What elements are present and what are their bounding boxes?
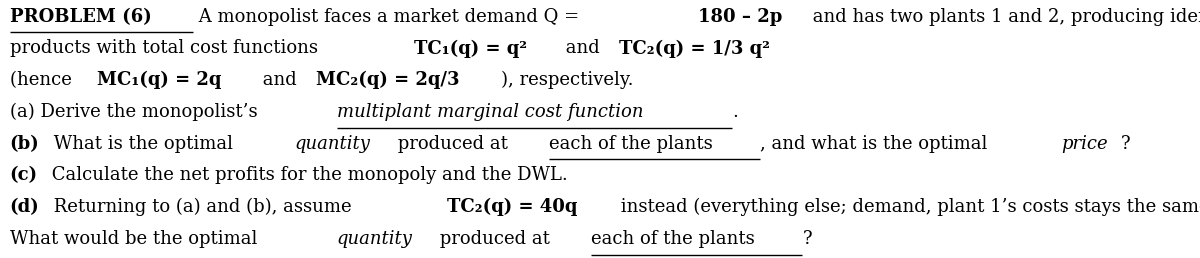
Text: products with total cost functions: products with total cost functions [10, 39, 323, 58]
Text: TC₂(q) = 1/3 q²: TC₂(q) = 1/3 q² [619, 39, 770, 58]
Text: produced at: produced at [392, 135, 514, 153]
Text: , and what is the optimal: , and what is the optimal [761, 135, 994, 153]
Text: ?: ? [1121, 135, 1130, 153]
Text: 180 – 2p: 180 – 2p [698, 8, 782, 26]
Text: multiplant marginal cost function: multiplant marginal cost function [336, 103, 643, 121]
Text: instead (everything else; demand, plant 1’s costs stays the same).: instead (everything else; demand, plant … [616, 198, 1200, 216]
Text: ?: ? [803, 230, 812, 248]
Text: quantity: quantity [294, 135, 370, 153]
Text: each of the plants: each of the plants [592, 230, 755, 248]
Text: TC₂(q) = 40q: TC₂(q) = 40q [448, 198, 577, 216]
Text: each of the plants: each of the plants [548, 135, 713, 153]
Text: ), respectively.: ), respectively. [502, 71, 634, 90]
Text: .: . [732, 103, 738, 121]
Text: PROBLEM (6): PROBLEM (6) [10, 8, 151, 26]
Text: (c): (c) [10, 166, 37, 184]
Text: (d): (d) [10, 198, 40, 216]
Text: and has two plants 1 and 2, producing identical: and has two plants 1 and 2, producing id… [808, 8, 1200, 26]
Text: A monopolist faces a market demand Q =: A monopolist faces a market demand Q = [192, 8, 584, 26]
Text: (hence: (hence [10, 71, 77, 89]
Text: Returning to (a) and (b), assume: Returning to (a) and (b), assume [48, 198, 358, 216]
Text: and: and [257, 71, 302, 89]
Text: MC₁(q) = 2q: MC₁(q) = 2q [97, 71, 221, 90]
Text: What is the optimal: What is the optimal [48, 135, 239, 153]
Text: (a) Derive the monopolist’s: (a) Derive the monopolist’s [10, 103, 263, 121]
Text: produced at: produced at [434, 230, 556, 248]
Text: Calculate the net profits for the monopoly and the DWL.: Calculate the net profits for the monopo… [46, 166, 568, 184]
Text: MC₂(q) = 2q/3: MC₂(q) = 2q/3 [316, 71, 460, 90]
Text: What would be the optimal: What would be the optimal [10, 230, 263, 248]
Text: quantity: quantity [336, 230, 412, 248]
Text: (b): (b) [10, 135, 40, 153]
Text: TC₁(q) = q²: TC₁(q) = q² [414, 39, 528, 58]
Text: and: and [560, 39, 606, 58]
Text: price: price [1061, 135, 1108, 153]
